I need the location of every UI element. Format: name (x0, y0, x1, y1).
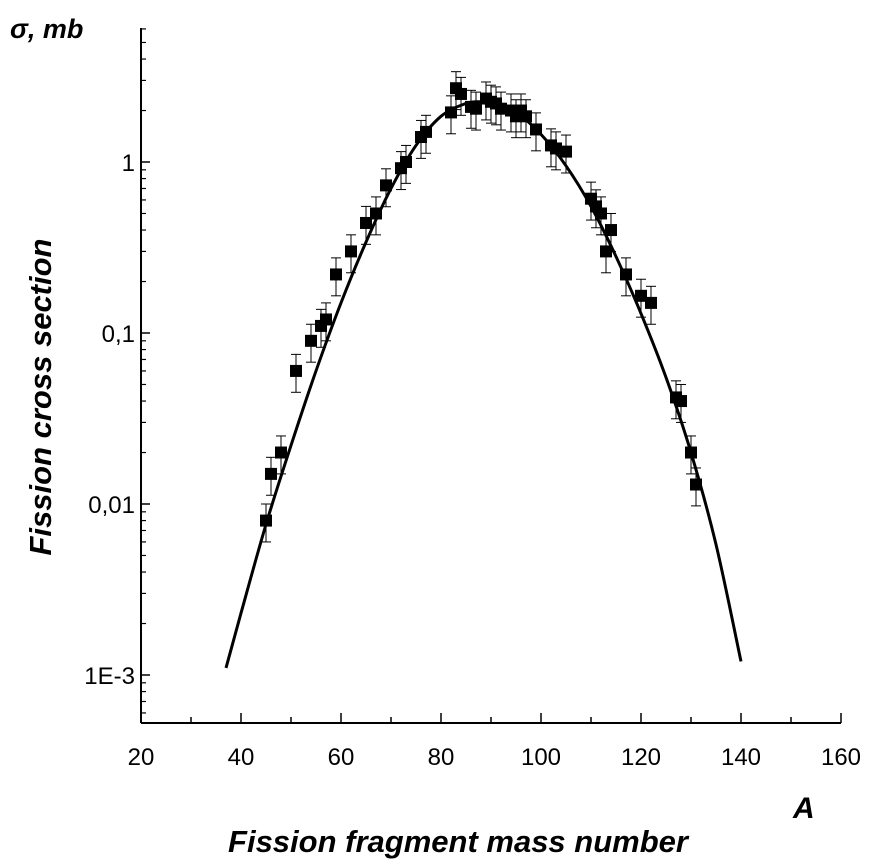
y-tick-label: 0,1 (102, 321, 135, 348)
data-point (290, 353, 302, 393)
data-point (550, 131, 562, 171)
x-tick-label: 40 (228, 744, 255, 771)
data-marker (370, 207, 382, 220)
data-marker (595, 207, 607, 220)
data-point (470, 91, 482, 131)
data-point (275, 435, 287, 475)
x-unit-label: A (792, 792, 815, 825)
x-tick-label: 20 (128, 744, 155, 771)
data-point (520, 99, 532, 139)
data-point (495, 91, 507, 131)
data-marker (455, 87, 467, 100)
x-tick-label: 120 (621, 744, 661, 771)
data-marker (320, 313, 332, 326)
data-marker (495, 102, 507, 115)
data-point (320, 302, 332, 342)
y-ticks: 1E-3 0,01 0,1 1 (84, 28, 150, 714)
data-point (345, 234, 357, 274)
data-marker (260, 514, 272, 527)
data-marker (265, 467, 277, 480)
data-marker (445, 106, 457, 119)
data-point (260, 503, 272, 543)
data-marker (620, 268, 632, 281)
data-point (635, 278, 647, 318)
data-marker (305, 334, 317, 347)
x-ticks: 20 40 60 80 100 120 140 160 (128, 713, 861, 771)
data-marker (550, 142, 562, 155)
y-tick-label: 1E-3 (84, 663, 135, 690)
fit-layer (224, 100, 743, 669)
data-point (690, 467, 702, 507)
data-marker (635, 289, 647, 302)
data-marker (420, 125, 432, 138)
data-marker (470, 102, 482, 115)
data-marker (290, 364, 302, 377)
data-marker (520, 110, 532, 123)
data-point (530, 112, 542, 152)
data-point (265, 456, 277, 496)
data-point (360, 205, 372, 245)
x-tick-label: 140 (721, 744, 761, 771)
y-tick-label: 1 (122, 150, 135, 177)
axes (140, 28, 841, 724)
data-point (645, 285, 657, 325)
data-point (455, 76, 467, 116)
y-axis-title: Fission cross section (23, 239, 58, 556)
data-point (595, 196, 607, 236)
data-marker (400, 156, 412, 168)
data-point (420, 114, 432, 154)
data-point (330, 257, 342, 297)
data-point (560, 134, 572, 174)
x-tick-label: 160 (821, 744, 861, 771)
data-point (380, 168, 392, 208)
data-marker (645, 296, 657, 309)
x-axis-title: Fission fragment mass number (228, 824, 690, 859)
data-point (400, 144, 412, 184)
data-point (445, 95, 457, 135)
points-layer (260, 71, 702, 543)
data-marker (675, 395, 687, 408)
data-marker (345, 245, 357, 258)
data-point (305, 323, 317, 363)
data-marker (560, 145, 572, 158)
data-marker (330, 268, 342, 281)
data-marker (530, 123, 542, 136)
data-marker (605, 224, 617, 237)
x-tick-label: 80 (428, 744, 455, 771)
data-marker (690, 478, 702, 491)
data-point (600, 234, 612, 274)
fit-curve (224, 100, 743, 669)
x-tick-label: 100 (521, 744, 561, 771)
data-point (370, 196, 382, 236)
y-unit-label: σ, mb (10, 14, 83, 44)
data-point (620, 257, 632, 297)
data-marker (685, 446, 697, 459)
y-tick-label: 0,01 (88, 492, 135, 519)
x-tick-label: 60 (328, 744, 355, 771)
data-point (675, 383, 687, 423)
data-marker (275, 446, 287, 459)
data-marker (380, 179, 392, 192)
data-point (605, 212, 617, 252)
data-marker (360, 216, 372, 229)
